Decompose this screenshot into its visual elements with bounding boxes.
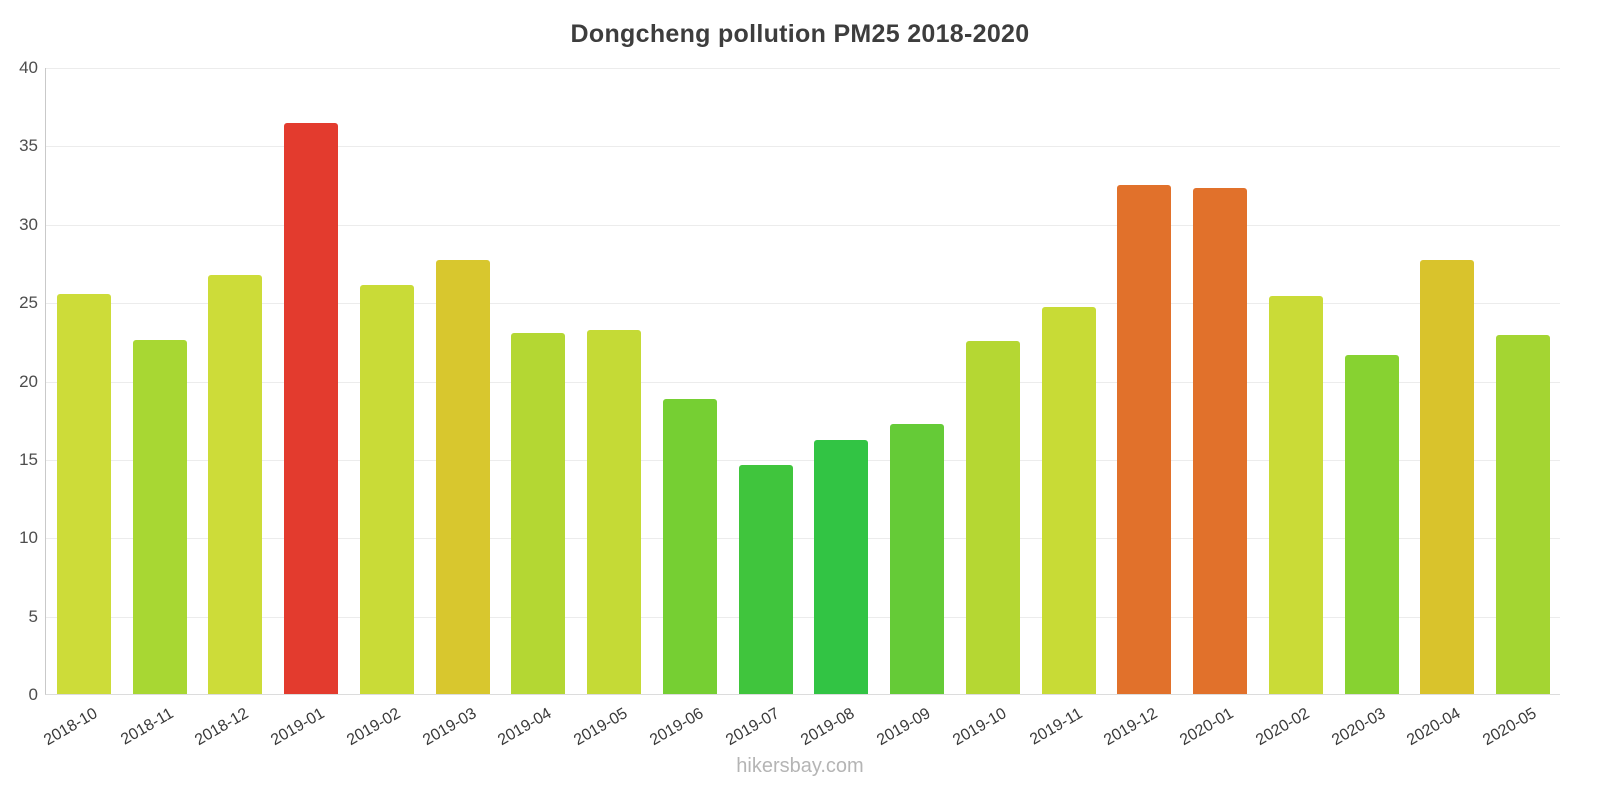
bar-2020-05[interactable] [1496,335,1551,694]
y-axis-tick-label-10: 10 [19,528,38,548]
bar-2019-12[interactable] [1117,184,1172,694]
y-axis-tick-label-35: 35 [19,136,38,156]
bar-2019-11[interactable] [1041,306,1096,694]
bar-2020-02[interactable] [1268,295,1323,694]
y-axis-tick-label-5: 5 [28,606,38,626]
bar-2020-04[interactable] [1420,259,1475,694]
bar-2020-01[interactable] [1193,187,1248,694]
bar-2019-10[interactable] [965,341,1020,694]
gridline-10 [46,538,1560,540]
bar-2020-03[interactable] [1344,355,1399,694]
bar-2019-04[interactable] [511,333,566,694]
y-axis-tick-label-0: 0 [28,685,38,704]
y-axis-tick-label-15: 15 [19,449,38,469]
y-axis-tick-label-20: 20 [19,371,38,391]
bar-2019-05[interactable] [587,330,642,694]
gridline-30 [46,224,1560,226]
y-axis-tick-label-40: 40 [19,58,38,77]
gridline-15 [46,459,1560,461]
gridline-5 [46,616,1560,618]
bar-2019-09[interactable] [890,424,945,694]
y-axis-tick-label-30: 30 [19,214,38,234]
bar-2018-12[interactable] [208,275,263,694]
bar-2019-08[interactable] [814,440,869,694]
gridline-35 [46,146,1560,148]
bar-2019-02[interactable] [359,284,414,694]
bar-2018-10[interactable] [56,294,111,694]
bar-2018-11[interactable] [132,339,187,694]
y-axis-tick-label-25: 25 [19,293,38,313]
bar-chart-plot-area: 0 5 10 15 20 25 30 35 40 2018-10 2018-11 2018-12 201… [19,58,1560,749]
bar-2019-03[interactable] [435,259,490,694]
chart-title: Dongcheng pollution PM25 2018-2020 [570,20,1030,48]
bar-2019-07[interactable] [738,465,793,694]
gridline-25 [46,303,1560,305]
gridline-40 [46,68,1560,69]
bar-2019-06[interactable] [662,399,717,694]
bar-2019-01[interactable] [284,123,339,694]
gridline-20 [46,381,1560,383]
watermark: hikersbay.com [736,755,864,777]
